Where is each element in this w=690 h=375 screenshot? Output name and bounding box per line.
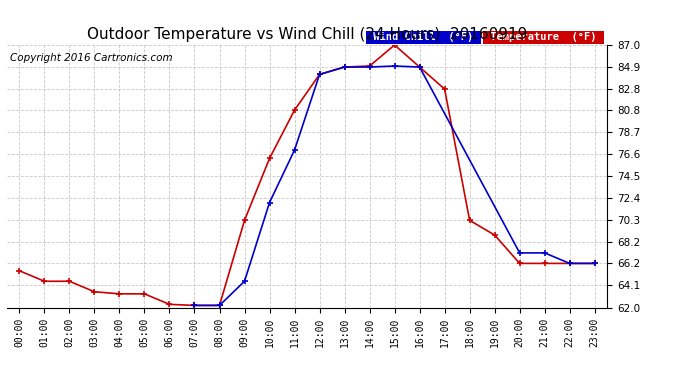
Text: Copyright 2016 Cartronics.com: Copyright 2016 Cartronics.com (10, 53, 172, 63)
Text: Wind Chill  (°F): Wind Chill (°F) (367, 32, 480, 42)
Text: Temperature  (°F): Temperature (°F) (484, 32, 603, 42)
Title: Outdoor Temperature vs Wind Chill (24 Hours)  20160919: Outdoor Temperature vs Wind Chill (24 Ho… (87, 27, 527, 42)
